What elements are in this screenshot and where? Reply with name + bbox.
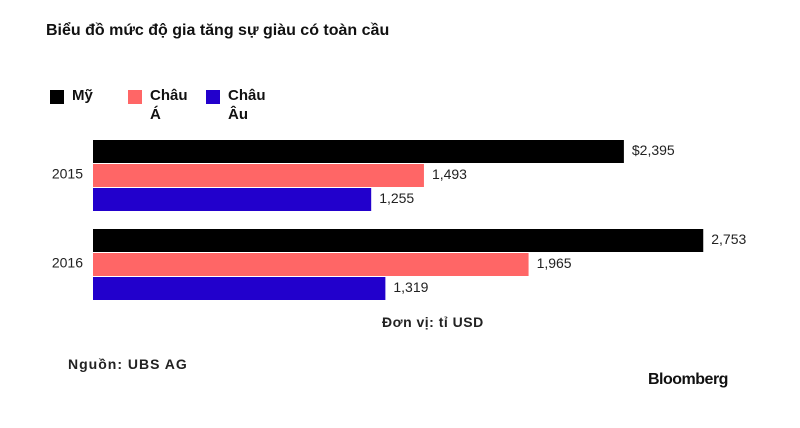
value-label: 1,965 xyxy=(537,255,572,271)
chart-title: Biểu đồ mức độ gia tăng sự giàu có toàn … xyxy=(46,22,390,39)
legend-label: Châu Âu xyxy=(228,87,266,123)
legend-swatch xyxy=(206,90,220,104)
brand: Bloomberg xyxy=(648,371,728,388)
legend-swatch xyxy=(128,90,142,104)
bar xyxy=(93,140,624,163)
legend-item: Mỹ xyxy=(50,86,116,105)
bar xyxy=(93,229,704,252)
source: Nguồn: UBS AG xyxy=(68,356,188,372)
legend-swatch xyxy=(50,90,64,104)
y-tick-label: 2016 xyxy=(52,255,83,271)
bar xyxy=(93,164,424,187)
value-label: 1,493 xyxy=(432,166,467,182)
value-label: $2,395 xyxy=(632,142,675,158)
y-tick-label: 2015 xyxy=(52,166,83,182)
bar xyxy=(93,188,372,211)
legend-item: Châu Âu xyxy=(206,86,272,124)
value-label: 1,255 xyxy=(379,190,414,206)
legend: Mỹ Châu Á Châu Âu xyxy=(50,86,284,124)
unit-note: Đơn vị: tỉ USD xyxy=(382,314,484,330)
legend-item: Châu Á xyxy=(128,86,194,124)
bar xyxy=(93,253,529,276)
bar xyxy=(93,277,386,300)
value-label: 1,319 xyxy=(393,279,428,295)
legend-label: Châu Á xyxy=(150,87,188,123)
value-label: 2,753 xyxy=(711,231,746,247)
legend-label: Mỹ xyxy=(72,87,93,104)
